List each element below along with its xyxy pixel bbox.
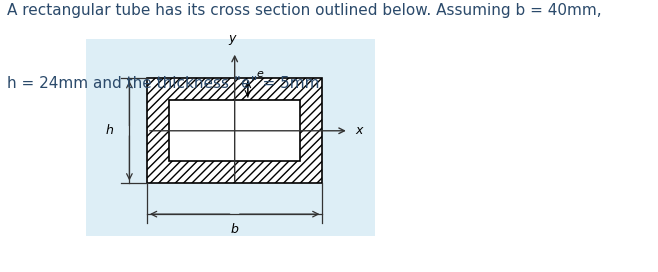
Text: e: e (257, 69, 263, 79)
Text: y: y (229, 32, 236, 45)
Text: h: h (106, 124, 114, 137)
Text: x: x (355, 124, 363, 137)
Bar (169, 100, 301, 162)
Bar (147, 78, 322, 183)
Text: A rectangular tube has its cross section outlined below. Assuming b = 40mm,: A rectangular tube has its cross section… (7, 3, 601, 18)
Text: b: b (231, 223, 239, 236)
Text: h = 24mm and the thickness "e" = 5mm: h = 24mm and the thickness "e" = 5mm (7, 76, 319, 91)
